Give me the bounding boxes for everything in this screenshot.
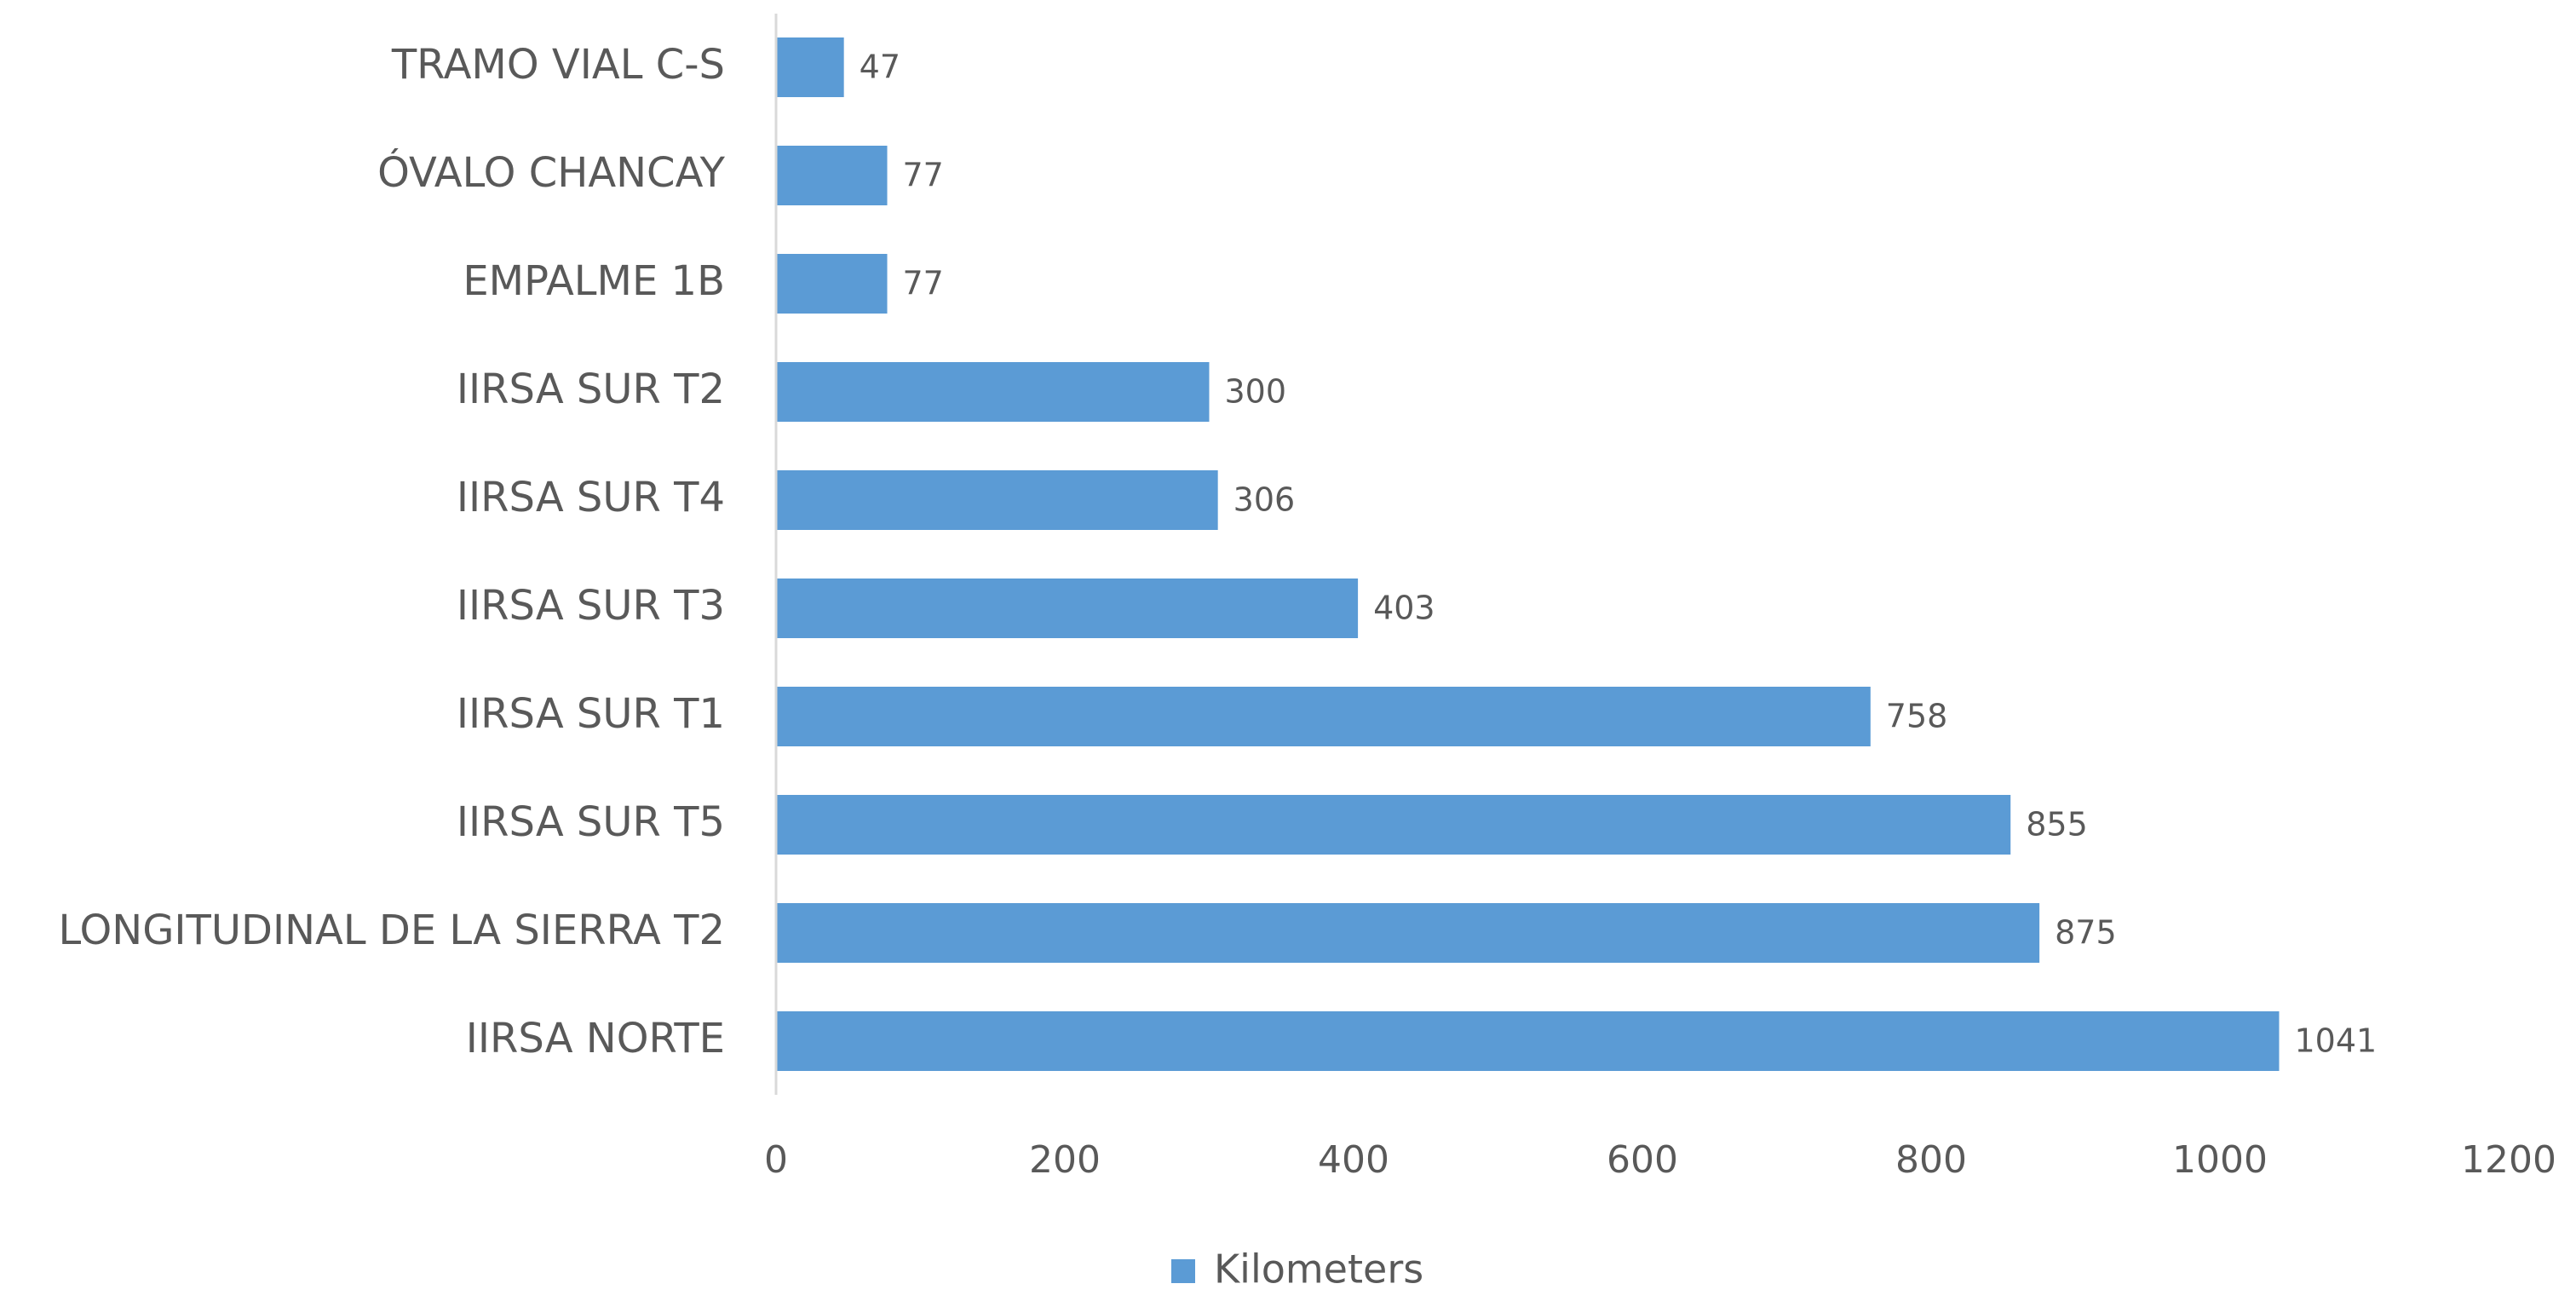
y-tick-label: TRAMO VIAL C-S — [391, 41, 725, 89]
bar — [776, 687, 1871, 746]
x-tick-label: 0 — [764, 1138, 788, 1182]
value-label: 403 — [1373, 590, 1435, 627]
value-label: 77 — [903, 265, 944, 302]
x-tick-label: 200 — [1029, 1138, 1101, 1182]
legend-label: Kilometers — [1214, 1246, 1423, 1292]
y-tick-label: IIRSA SUR T3 — [457, 582, 725, 630]
y-tick-label: ÓVALO CHANCAY — [377, 148, 726, 197]
value-label: 875 — [2055, 914, 2117, 952]
y-tick-label: IIRSA SUR T4 — [457, 474, 725, 521]
bar — [776, 254, 888, 314]
value-label: 77 — [903, 157, 944, 194]
y-tick-label: IIRSA SUR T5 — [457, 798, 725, 846]
bar — [776, 903, 2040, 963]
x-tick-label: 400 — [1318, 1138, 1389, 1182]
value-label: 758 — [1886, 698, 1948, 735]
value-label: 300 — [1225, 373, 1287, 411]
value-label: 1041 — [2294, 1022, 2377, 1060]
bar — [776, 579, 1359, 638]
legend-swatch — [1171, 1259, 1195, 1283]
x-tick-label: 600 — [1607, 1138, 1678, 1182]
bar — [776, 37, 844, 97]
y-tick-label: IIRSA SUR T2 — [457, 366, 725, 413]
value-label: 47 — [860, 49, 900, 86]
x-tick-label: 1000 — [2172, 1138, 2268, 1182]
bar — [776, 146, 888, 205]
y-tick-label: LONGITUDINAL DE LA SIERRA T2 — [58, 907, 725, 954]
bar — [776, 1011, 2280, 1071]
y-tick-label: IIRSA SUR T1 — [457, 690, 725, 738]
bar — [776, 795, 2011, 855]
x-tick-label: 1200 — [2461, 1138, 2556, 1182]
x-tick-label: 800 — [1895, 1138, 1967, 1182]
bar — [776, 470, 1218, 530]
value-label: 306 — [1233, 481, 1296, 519]
value-label: 855 — [2026, 806, 2088, 843]
bar — [776, 362, 1210, 422]
y-tick-label: IIRSA NORTE — [466, 1015, 725, 1062]
y-tick-label: EMPALME 1B — [463, 257, 725, 305]
